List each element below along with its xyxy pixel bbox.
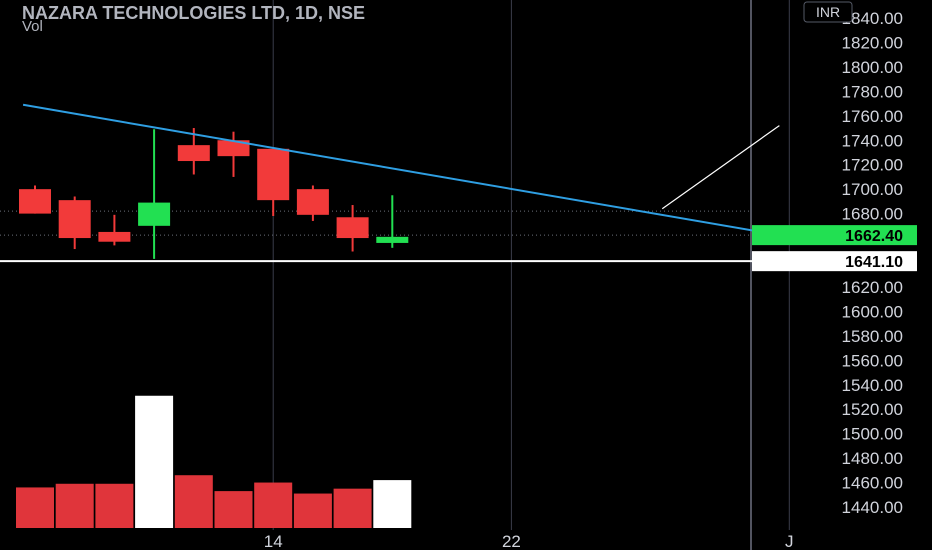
candle-body-2	[98, 231, 131, 242]
candles-layer	[19, 128, 409, 259]
volume-bar-7	[293, 493, 332, 528]
candle-body-3	[138, 202, 171, 226]
price-tags-layer: 1662.40 1641.10	[752, 225, 917, 272]
price-tick-label-6: 1720.00	[842, 156, 903, 175]
price-tick-label-18: 1480.00	[842, 449, 903, 468]
currency-button[interactable]: INR	[803, 1, 853, 23]
drawings-layer	[22, 103, 780, 237]
time-axis: 14 22 J	[264, 532, 794, 550]
candle-body-6	[257, 148, 290, 201]
price-tick-label-7: 1700.00	[842, 180, 903, 199]
price-tick-label-13: 1580.00	[842, 327, 903, 346]
price-tick-label-8: 1680.00	[842, 205, 903, 224]
price-tick-label-12: 1600.00	[842, 302, 903, 321]
price-tick-label-3: 1780.00	[842, 82, 903, 101]
price-tick-label-16: 1520.00	[842, 400, 903, 419]
candle-body-8	[336, 217, 369, 239]
volume-bar-4	[174, 475, 213, 528]
volume-bar-9	[373, 480, 412, 528]
volume-bar-1	[55, 483, 94, 528]
marked-price-tag-label: 1641.10	[845, 254, 903, 271]
grid-layer	[272, 0, 790, 550]
time-tick-label-1: 22	[502, 532, 521, 550]
volume-bar-3	[135, 395, 174, 528]
candle-body-5	[217, 140, 250, 157]
price-tick-label-20: 1440.00	[842, 498, 903, 517]
candle-body-7	[296, 189, 329, 215]
price-tick-label-4: 1760.00	[842, 107, 903, 126]
volume-label: Vol	[22, 18, 43, 35]
last-price-tag-label: 1662.40	[845, 228, 903, 245]
volume-layer	[16, 395, 412, 528]
volume-bar-5	[214, 491, 253, 528]
price-tick-label-19: 1460.00	[842, 474, 903, 493]
chart-title: NAZARA TECHNOLOGIES LTD, 1D, NSE	[22, 3, 365, 23]
last-price-tag	[752, 225, 917, 246]
candle-body-0	[19, 189, 51, 214]
price-axis: 1840.00 1820.00 1800.00 1780.00 1760.00 1740.…	[842, 9, 903, 517]
volume-bar-6	[254, 482, 293, 528]
price-tick-label-14: 1560.00	[842, 351, 903, 370]
volume-bar-2	[95, 483, 134, 528]
price-tick-label-2: 1800.00	[842, 58, 903, 77]
volume-bar-8	[333, 488, 372, 528]
time-tick-label-0: 14	[264, 532, 283, 550]
volume-bar-0	[16, 487, 54, 528]
price-tick-label-11: 1620.00	[842, 278, 903, 297]
candle-body-9	[376, 236, 409, 243]
trendline	[22, 103, 780, 237]
price-tick-label-1: 1820.00	[842, 33, 903, 52]
price-tick-label-0: 1840.00	[842, 9, 903, 28]
price-tick-label-15: 1540.00	[842, 376, 903, 395]
marked-price-tag	[752, 251, 917, 272]
price-tick-label-17: 1500.00	[842, 425, 903, 444]
candle-body-1	[58, 200, 91, 239]
price-tick-label-5: 1740.00	[842, 131, 903, 150]
time-tick-label-2: J	[785, 532, 794, 550]
drawn-line	[661, 125, 780, 210]
candle-body-4	[177, 145, 210, 162]
currency-button-label: INR	[816, 4, 840, 20]
